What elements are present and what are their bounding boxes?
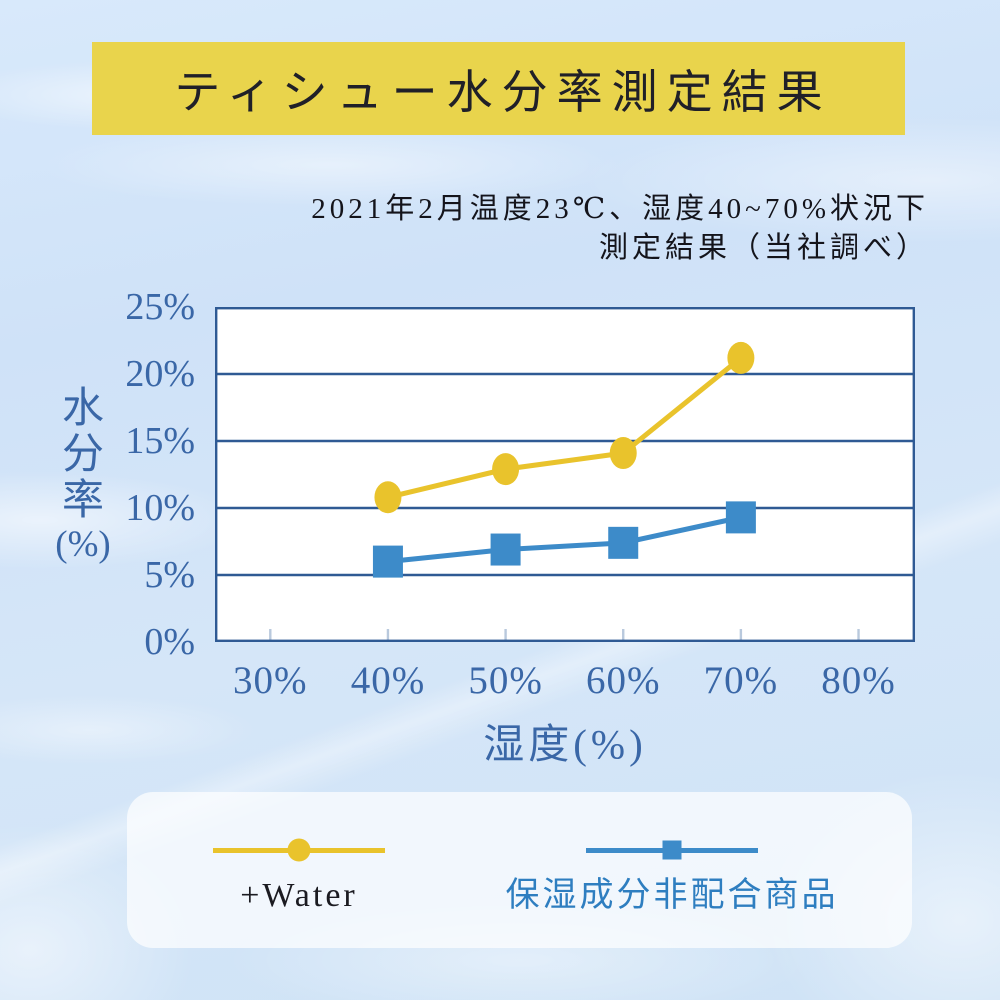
data-point-square <box>372 545 403 578</box>
x-tick-label: 40% <box>350 659 426 702</box>
data-point-circle <box>609 437 637 470</box>
data-point-square <box>490 533 521 566</box>
subtitle-line-2: 測定結果（当社調べ） <box>598 232 929 264</box>
y-tick-label: 15% <box>125 420 195 462</box>
x-tick-label: 50% <box>468 659 543 702</box>
x-tick-label: 30% <box>233 659 308 702</box>
no-moisturizer-series-key <box>586 838 758 862</box>
data-point-circle <box>727 341 755 374</box>
series-line <box>387 514 742 565</box>
y-tick-label: 25% <box>125 286 195 328</box>
x-tick-label: 80% <box>821 659 896 702</box>
legend-item-no-moisturizer: 保湿成分非配合商品 <box>506 838 836 914</box>
y-tick-label: 5% <box>144 554 195 596</box>
plot-area <box>215 307 915 642</box>
y-axis-tick-labels: 0% 5% 10% 15% 20% 25% <box>40 287 205 662</box>
x-axis-title: 湿度(%) <box>483 721 647 767</box>
water-circle-icon <box>287 838 311 862</box>
data-point-circle <box>492 453 520 486</box>
chart-title: ティシュー水分率測定結果 <box>174 66 832 118</box>
y-tick-label: 0% <box>144 621 195 663</box>
subtitle-line-1: 2021年2月温度23℃、湿度40~70%状況下 <box>311 193 929 225</box>
data-point-square <box>608 526 639 559</box>
data-point-square <box>725 501 756 534</box>
legend-panel: +Water 保湿成分非配合商品 <box>127 792 912 948</box>
y-tick-label: 20% <box>125 353 195 395</box>
legend-label-no-moisturizer: 保湿成分非配合商品 <box>505 877 839 914</box>
x-tick-label: 70% <box>703 659 779 702</box>
legend-item-water: +Water <box>149 838 449 914</box>
y-tick-label: 10% <box>125 487 195 529</box>
chart-subtitle: 2021年2月温度23℃、湿度40~70%状況下 測定結果（当社調べ） <box>311 190 929 268</box>
y-axis-title-text: 水分率 <box>61 386 104 525</box>
title-banner: ティシュー水分率測定結果 <box>92 42 905 135</box>
data-point-circle <box>374 481 402 514</box>
y-axis-unit: (%) <box>55 523 111 565</box>
x-axis-tick-labels: 30% 40% 50% 60% 70% 80% <box>215 658 915 708</box>
legend-label-water: +Water <box>240 877 358 914</box>
series-line <box>387 355 743 500</box>
plot-background <box>215 307 915 642</box>
plot-border <box>215 307 915 642</box>
no-moisturizer-square-icon <box>662 840 682 860</box>
y-axis-title: 水分率 (%) <box>52 386 114 565</box>
x-tick-label: 60% <box>585 659 661 702</box>
water-series-key <box>213 838 385 862</box>
